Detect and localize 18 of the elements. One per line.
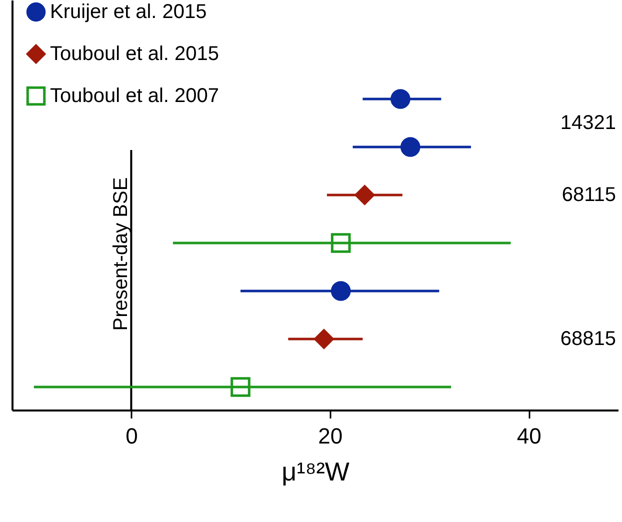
point [400,137,420,157]
annotation: 14321 [560,112,616,134]
x-tick-label: 40 [516,424,542,448]
point [354,185,375,205]
point [390,89,410,109]
ref-line-label: Present-day BSE [110,177,132,331]
x-tick-label: 20 [318,424,343,448]
x-tick-label: 0 [126,424,138,448]
point [230,377,250,397]
point [330,233,351,253]
annotation: 68815 [560,328,616,350]
legend-label: Kruijer et al. 2015 [50,1,207,23]
x-axis-title: μ¹⁸²W [282,456,350,486]
point [330,281,351,301]
legend-label: Touboul et al. 2015 [50,43,220,65]
annotation: 68115 [562,184,616,206]
point [314,329,334,349]
legend-label: Touboul et al. 2007 [50,85,220,107]
